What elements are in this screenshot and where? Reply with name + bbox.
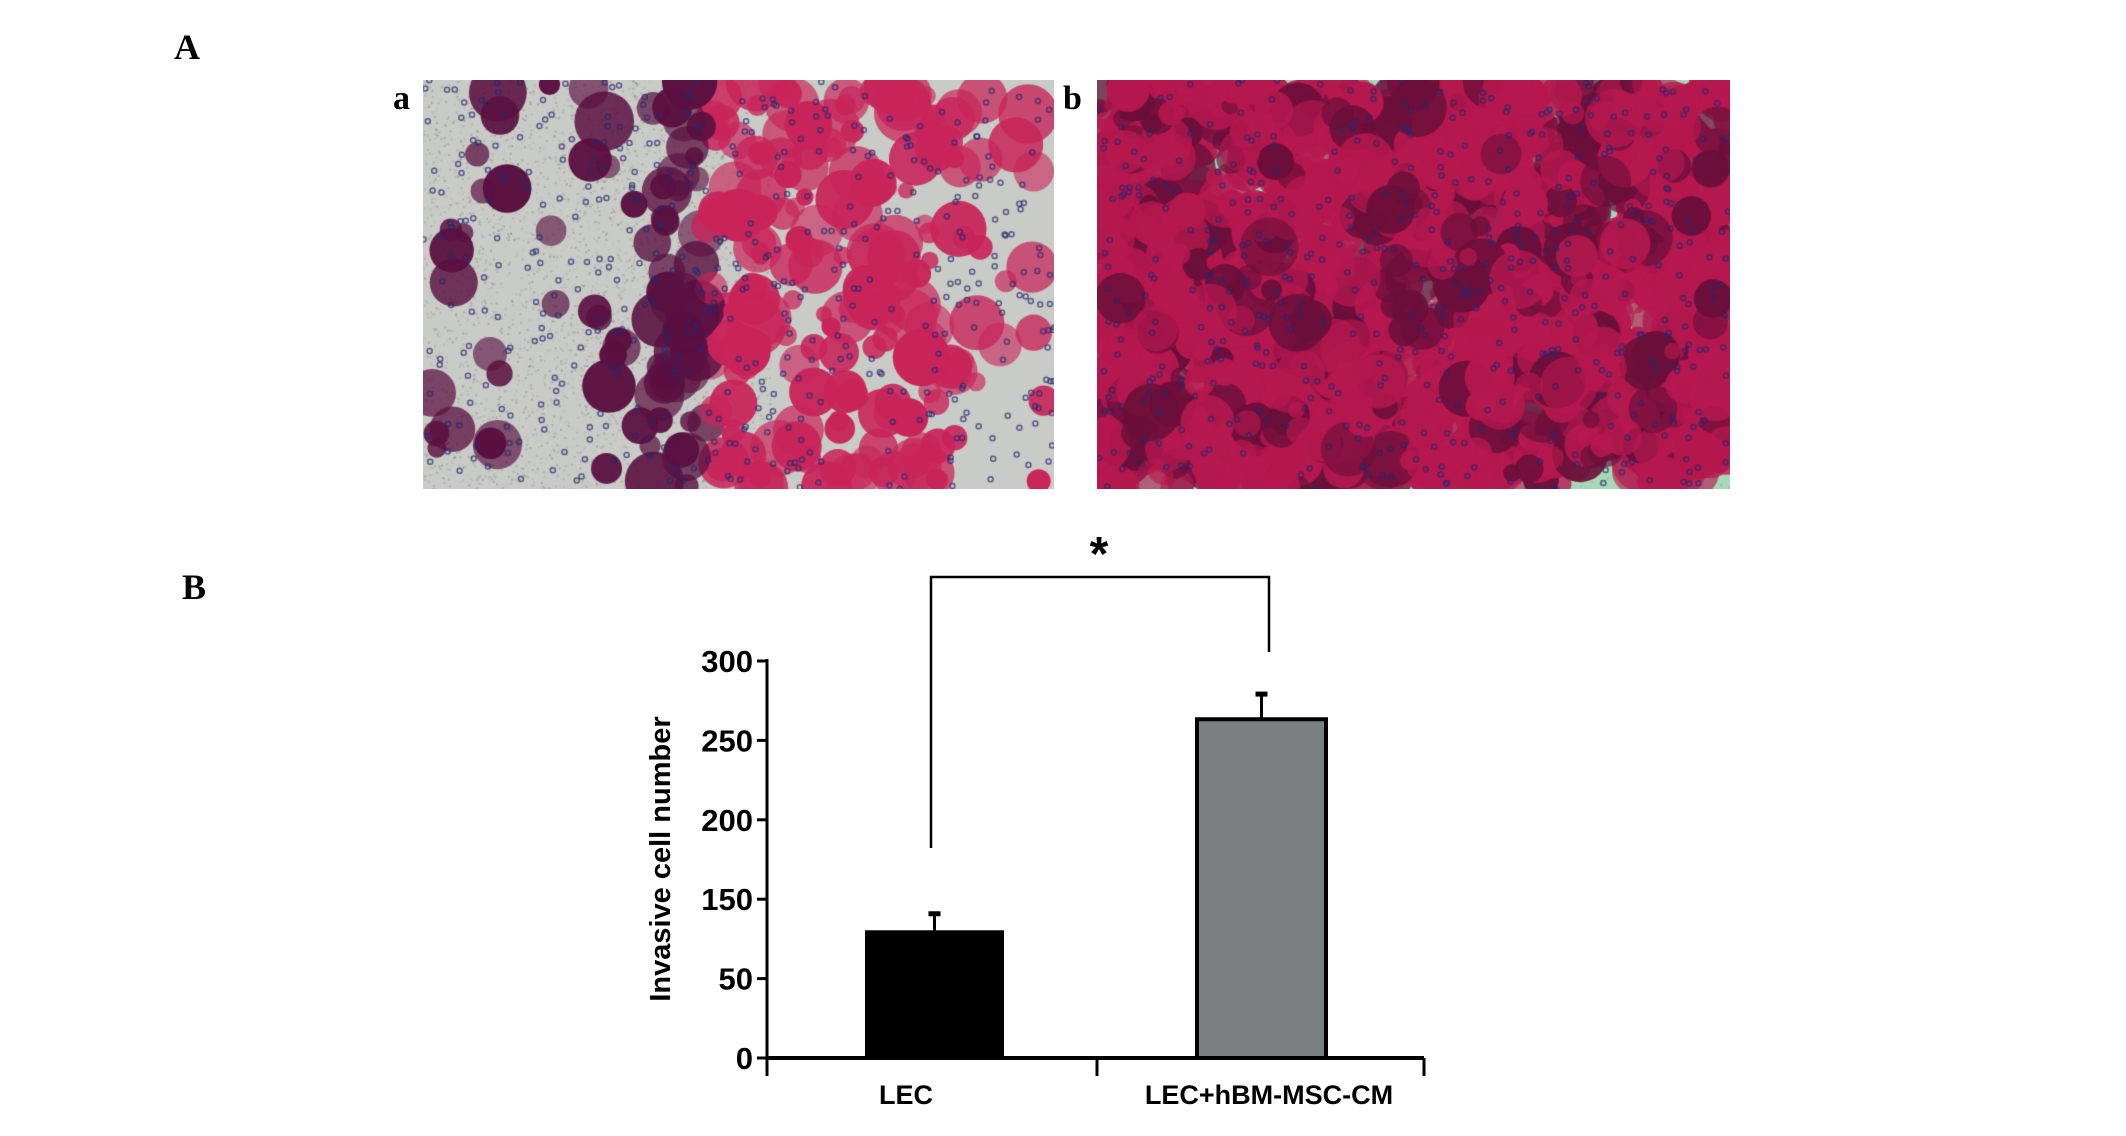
significance-marker: * bbox=[1090, 528, 1109, 581]
y-tick-label-0: 0 bbox=[736, 1041, 753, 1076]
y-tick-label-200: 200 bbox=[701, 803, 753, 838]
x-tick-label-lec: LEC bbox=[879, 1080, 933, 1110]
subpanel-label-a: a bbox=[393, 80, 410, 117]
micrograph-lec bbox=[423, 80, 1054, 489]
significance-bracket bbox=[929, 575, 1271, 848]
micrograph-lec-hbm-msc-cm bbox=[1097, 80, 1730, 489]
panel-label-b-upper: B bbox=[182, 567, 207, 607]
panel-label-a-upper: A bbox=[174, 27, 200, 67]
y-axis-label: Invasive cell number bbox=[645, 716, 677, 1001]
y-tick-label-250: 250 bbox=[701, 723, 753, 758]
y-tick-label-50: 50 bbox=[719, 962, 753, 997]
y-tick-label-300: 300 bbox=[701, 644, 753, 679]
x-tick-label-lec-hbm-msc-cm: LEC+hBM-MSC-CM bbox=[1145, 1080, 1393, 1110]
subpanel-label-b: b bbox=[1063, 80, 1082, 117]
y-tick-label-150: 150 bbox=[701, 882, 753, 917]
bar-lec bbox=[865, 930, 1004, 1060]
bar-lec-hbm-msc-cm bbox=[1195, 717, 1328, 1061]
